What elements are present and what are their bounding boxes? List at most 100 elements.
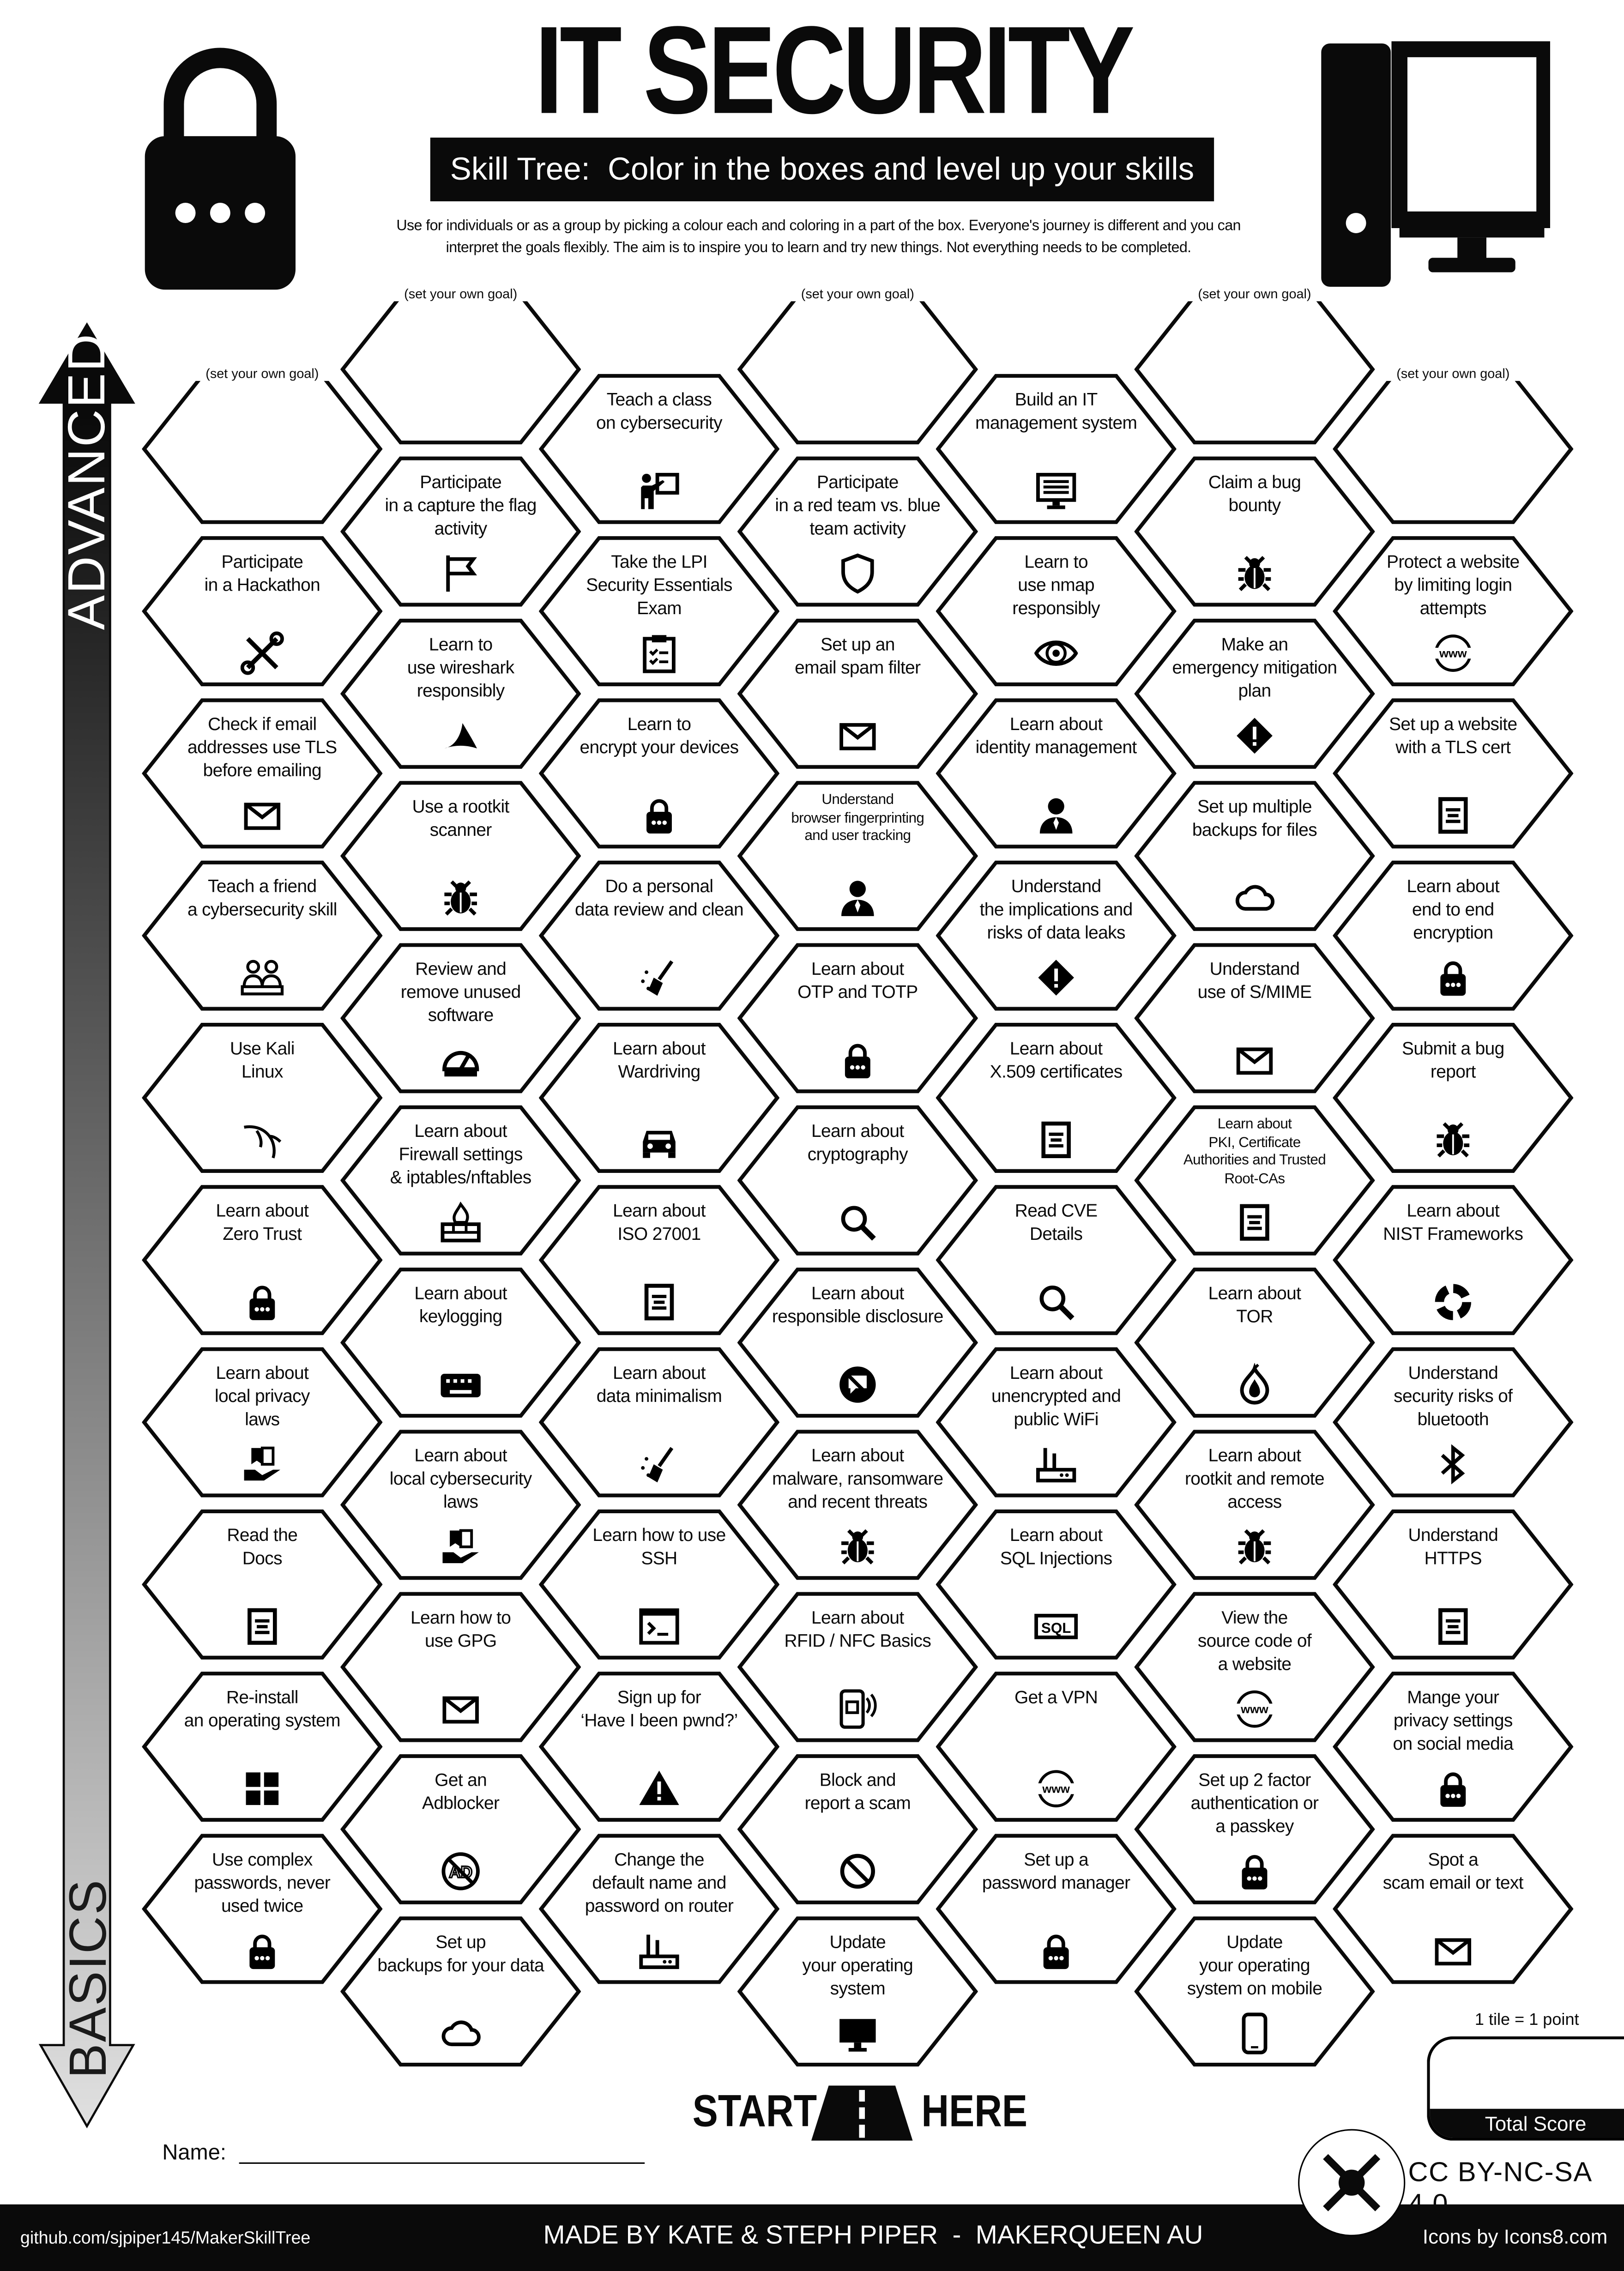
skill-tile[interactable]: Build an IT management system xyxy=(936,374,1177,524)
skill-tile[interactable]: Learn about malware, ransomware and rece… xyxy=(737,1430,978,1580)
skill-label: View the source code of a website xyxy=(1197,1607,1312,1674)
skill-tile[interactable]: Understand use of S/MIME xyxy=(1134,943,1375,1093)
skill-tile[interactable]: Update your operating system on mobile xyxy=(1134,1916,1375,2067)
maker-badge-logo xyxy=(1298,2129,1406,2236)
instructions: Use for individuals or as a group by pic… xyxy=(396,218,1241,257)
skill-tile[interactable]: Learn about local cybersecurity laws xyxy=(340,1430,581,1580)
skill-tile[interactable]: Use Kali Linux xyxy=(142,1022,383,1173)
skill-tile[interactable]: Teach a friend a cybersecurity skill xyxy=(142,860,383,1011)
custom-goal-tile[interactable]: (set your own goal) xyxy=(737,287,978,445)
skill-tile[interactable]: Teach a class on cybersecurity xyxy=(539,374,779,524)
skill-label: Set up a website with a TLS cert xyxy=(1389,714,1517,758)
skill-tile[interactable]: Learn about ISO 27001 xyxy=(539,1185,779,1335)
skill-tile[interactable]: Learn about identity management xyxy=(936,698,1177,849)
custom-goal-label: (set your own goal) xyxy=(789,287,926,302)
custom-goal-tile[interactable]: (set your own goal) xyxy=(340,287,581,445)
skill-tile[interactable]: Learn to use wireshark responsibly xyxy=(340,618,581,769)
skill-tile[interactable]: Sign up for ‘Have I been pwnd?’ xyxy=(539,1672,779,1822)
skill-tile[interactable]: Review and remove unused software xyxy=(340,943,581,1093)
skill-tile[interactable]: Set up multiple backups for files xyxy=(1134,781,1375,931)
skill-label: Use a rootkit scanner xyxy=(412,797,510,840)
skill-tile[interactable]: Understand browser fingerprinting and us… xyxy=(737,781,978,931)
skill-tile[interactable]: Re-install an operating system xyxy=(142,1672,383,1822)
skill-tile[interactable]: Do a personal data review and clean xyxy=(539,860,779,1011)
skill-tile[interactable]: Understand HTTPS xyxy=(1333,1509,1574,1660)
skill-tile[interactable]: Learn to use nmap responsibly xyxy=(936,536,1177,687)
skill-tile[interactable]: Learn about PKI, Certificate Authorities… xyxy=(1134,1105,1375,1256)
skill-tile[interactable]: Learn about X.509 certificates xyxy=(936,1022,1177,1173)
skill-tile[interactable]: Understand security risks of bluetooth xyxy=(1333,1347,1574,1498)
skill-tile[interactable]: Make an emergency mitigation plan xyxy=(1134,618,1375,769)
skill-tile[interactable]: Understand the implications and risks of… xyxy=(936,860,1177,1011)
total-score-box[interactable]: Total Score xyxy=(1427,2036,1624,2141)
skill-tile[interactable]: Participate in a Hackathon xyxy=(142,536,383,687)
envelope-icon xyxy=(1435,1938,1472,1966)
skill-label: Learn about malware, ransomware and rece… xyxy=(772,1445,943,1512)
skill-tile[interactable]: Change the default name and password on … xyxy=(539,1834,779,1984)
skill-label: Learn about Wardriving xyxy=(613,1038,706,1082)
skill-label: Get a VPN xyxy=(1014,1687,1098,1708)
skill-tile[interactable]: Learn about local privacy laws xyxy=(142,1347,383,1498)
skill-tile[interactable]: Learn about cryptography xyxy=(737,1105,978,1256)
skill-tile[interactable]: Set up a password manager xyxy=(936,1834,1177,1984)
skill-tile[interactable]: Learn about OTP and TOTP xyxy=(737,943,978,1093)
skill-tile[interactable]: Learn about keylogging xyxy=(340,1267,581,1418)
skill-tile[interactable]: Set up 2 factor authentication or a pass… xyxy=(1134,1754,1375,1904)
skill-label: Learn about local privacy laws xyxy=(214,1363,310,1430)
hexagon-outline xyxy=(1134,1268,1375,1418)
skill-label: Claim a bug bounty xyxy=(1208,472,1301,516)
scoring-note: 1 tile = 1 point xyxy=(1474,2011,1579,2029)
skill-tile[interactable]: Learn about Zero Trust xyxy=(142,1185,383,1335)
skill-tile[interactable]: Learn about TOR xyxy=(1134,1267,1375,1418)
skill-tile[interactable]: Update your operating system xyxy=(737,1916,978,2067)
skill-tile[interactable]: Participate in a capture the flag activi… xyxy=(340,456,581,607)
skill-tile[interactable]: Learn about responsible disclosure xyxy=(737,1267,978,1418)
hexagon-outline xyxy=(936,1185,1177,1335)
skill-tile[interactable]: Learn to encrypt your devices xyxy=(539,698,779,849)
skill-tile[interactable]: Learn about end to end encryption xyxy=(1333,860,1574,1011)
skill-tile[interactable]: Claim a bug bounty xyxy=(1134,456,1375,607)
skill-label: Learn about TOR xyxy=(1208,1283,1301,1327)
hexagon-outline xyxy=(936,1672,1177,1822)
skill-tile[interactable]: Read the Docs xyxy=(142,1509,383,1660)
skill-tile[interactable]: Mange your privacy settings on social me… xyxy=(1333,1672,1574,1822)
hexagon-outline xyxy=(1134,1592,1375,1742)
custom-goal-tile[interactable]: (set your own goal) xyxy=(1333,366,1574,524)
skill-tile[interactable]: Use complex passwords, never used twice xyxy=(142,1834,383,1984)
skill-tile[interactable]: Learn about rootkit and remote access xyxy=(1134,1430,1375,1580)
skill-tile[interactable]: Learn about Firewall settings & iptables… xyxy=(340,1105,581,1256)
skill-tile[interactable]: Protect a website by limiting login atte… xyxy=(1333,536,1574,687)
skill-tile[interactable]: Learn about data minimalism xyxy=(539,1347,779,1498)
hexagon-outline xyxy=(1333,1834,1574,1984)
custom-goal-tile[interactable]: (set your own goal) xyxy=(142,366,383,524)
document-icon xyxy=(1438,797,1468,834)
custom-goal-tile[interactable]: (set your own goal) xyxy=(1134,287,1375,445)
skill-tile[interactable]: Read CVE Details xyxy=(936,1185,1177,1335)
user-icon xyxy=(841,881,874,916)
crossed-tools-icon xyxy=(1323,2154,1381,2211)
skill-tile[interactable]: Learn how to use GPG xyxy=(340,1592,581,1742)
skill-tile[interactable]: Participate in a red team vs. blue team … xyxy=(737,456,978,607)
skill-tile[interactable]: Spot a scam email or text xyxy=(1333,1834,1574,1984)
github-link[interactable]: github.com/sjpiper145/MakerSkillTree xyxy=(20,2227,311,2248)
skill-tile[interactable]: Learn about Wardriving xyxy=(539,1022,779,1173)
skill-tile[interactable]: Learn how to use SSH xyxy=(539,1509,779,1660)
no-ads-icon: AD xyxy=(441,1852,480,1890)
skill-tile[interactable]: Take the LPI Security Essentials Exam xyxy=(539,536,779,687)
name-field[interactable] xyxy=(239,2162,645,2164)
skill-tile[interactable]: Get a VPN www xyxy=(936,1672,1177,1822)
skill-label: Set up a password manager xyxy=(982,1849,1130,1893)
skill-tile[interactable]: Learn about SQL Injections SQL xyxy=(936,1509,1177,1660)
skill-tile[interactable]: Learn about RFID / NFC Basics xyxy=(737,1592,978,1742)
skill-tile[interactable]: Set up backups for your data xyxy=(340,1916,581,2067)
skill-tile[interactable]: Set up an email spam filter xyxy=(737,618,978,769)
skill-tile[interactable]: Block and report a scam xyxy=(737,1754,978,1904)
skill-tile[interactable]: Use a rootkit scanner xyxy=(340,781,581,931)
skill-tile[interactable]: View the source code of a website www xyxy=(1134,1592,1375,1742)
skill-tile[interactable]: Learn about unencrypted and public WiFi xyxy=(936,1347,1177,1498)
skill-tile[interactable]: Set up a website with a TLS cert xyxy=(1333,698,1574,849)
skill-tile[interactable]: Check if email addresses use TLS before … xyxy=(142,698,383,849)
skill-tile[interactable]: Learn about NIST Frameworks xyxy=(1333,1185,1574,1335)
skill-tile[interactable]: Get an Adblocker AD xyxy=(340,1754,581,1904)
skill-tile[interactable]: Submit a bug report xyxy=(1333,1022,1574,1173)
